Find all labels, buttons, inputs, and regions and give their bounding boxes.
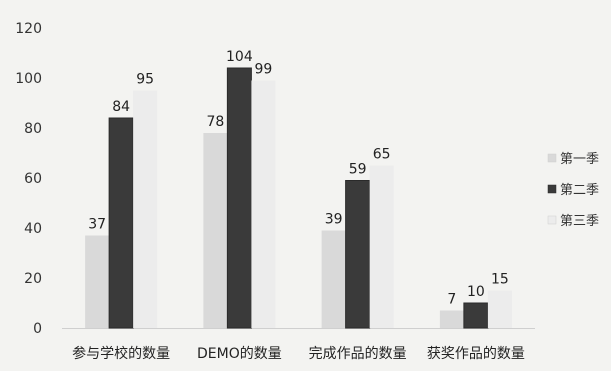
bar-第二季-1 (226, 67, 252, 329)
data-label-第一季-2: 39 (325, 212, 343, 228)
bar-第二季-0 (108, 117, 134, 329)
bar-第二季-2 (345, 180, 371, 329)
y-tick-label-100: 100 (15, 71, 42, 87)
y-axis: 0 20 40 60 80 100 120 (15, 21, 42, 337)
bar-第一季-3 (439, 310, 464, 328)
data-label-第二季-1: 104 (226, 49, 253, 65)
y-tick-label-60: 60 (24, 171, 42, 187)
data-label-第一季-3: 7 (447, 292, 456, 308)
y-tick-label-80: 80 (24, 121, 42, 137)
bar-第三季-3 (487, 290, 512, 328)
bar-第二季-3 (463, 302, 489, 329)
legend-swatch-0 (547, 153, 557, 163)
data-label-第二季-2: 59 (349, 162, 367, 178)
y-tick-label-120: 120 (15, 21, 42, 37)
legend-label-1: 第二季 (560, 183, 599, 198)
x-tick-label-2: 完成作品的数量 (309, 346, 407, 362)
x-tick-label-0: 参与学校的数量 (72, 345, 170, 362)
data-label-第一季-0: 37 (88, 217, 106, 233)
bar-第三季-0 (133, 90, 158, 328)
bar-第一季-1 (203, 133, 228, 328)
data-label-第二季-0: 84 (112, 99, 130, 115)
legend-label-2: 第三季 (560, 214, 599, 229)
y-tick-label-0: 0 (33, 321, 42, 337)
data-label-第三季-1: 99 (254, 62, 272, 78)
legend-swatch-2 (547, 215, 557, 225)
data-label-第三季-0: 95 (136, 72, 154, 88)
x-tick-label-1: DEMO的数量 (197, 346, 282, 362)
bar-第三季-2 (369, 165, 394, 328)
legend-label-0: 第一季 (560, 152, 599, 167)
bars (85, 67, 512, 329)
y-tick-label-20: 20 (24, 271, 42, 287)
data-label-第一季-1: 78 (206, 114, 224, 130)
bar-第一季-0 (85, 235, 110, 328)
bar-第三季-1 (251, 80, 276, 328)
bar-第一季-2 (321, 230, 346, 328)
legend-swatch-1 (547, 184, 557, 194)
y-tick-label-40: 40 (24, 221, 42, 237)
x-tick-label-3: 获奖作品的数量 (427, 345, 525, 362)
data-label-第三季-2: 65 (373, 147, 391, 163)
data-label-第三季-3: 15 (491, 272, 509, 288)
x-axis: 参与学校的数量 DEMO的数量 完成作品的数量 获奖作品的数量 (62, 328, 535, 362)
data-label-第二季-3: 10 (467, 284, 485, 300)
